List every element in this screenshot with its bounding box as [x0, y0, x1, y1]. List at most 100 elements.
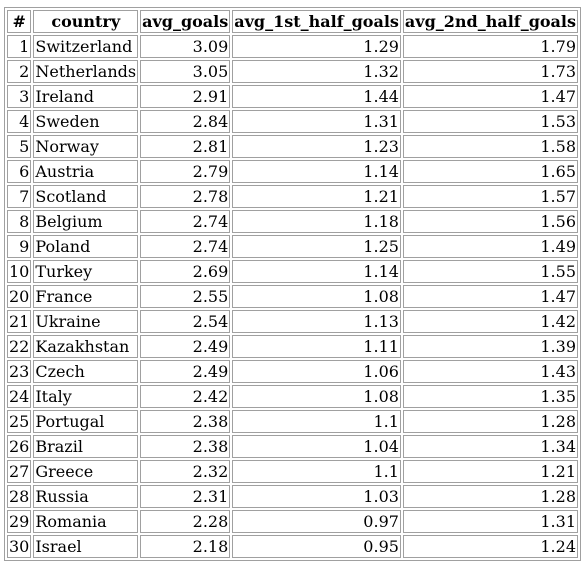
- table-row: 2 Netherlands 3.05 1.32 1.73: [7, 60, 578, 83]
- table-row: 22 Kazakhstan 2.49 1.11 1.39: [7, 335, 578, 358]
- cell-country: Israel: [33, 535, 139, 558]
- cell-avg-2nd-half-goals: 1.56: [402, 210, 578, 233]
- table-row: 7 Scotland 2.78 1.21 1.57: [7, 185, 578, 208]
- cell-avg-2nd-half-goals: 1.35: [402, 385, 578, 408]
- cell-index: 28: [7, 485, 32, 508]
- header-row: # country avg_goals avg_1st_half_goals a…: [7, 10, 578, 33]
- cell-avg-1st-half-goals: 1.14: [232, 260, 401, 283]
- cell-avg-2nd-half-goals: 1.42: [402, 310, 578, 333]
- cell-avg-1st-half-goals: 1.14: [232, 160, 401, 183]
- cell-country: Scotland: [33, 185, 139, 208]
- cell-avg-goals: 2.81: [140, 135, 231, 158]
- cell-avg-2nd-half-goals: 1.79: [402, 35, 578, 58]
- cell-country: Brazil: [33, 435, 139, 458]
- cell-index: 4: [7, 110, 32, 133]
- table-row: 10 Turkey 2.69 1.14 1.55: [7, 260, 578, 283]
- cell-avg-2nd-half-goals: 1.43: [402, 360, 578, 383]
- cell-index: 9: [7, 235, 32, 258]
- cell-avg-2nd-half-goals: 1.24: [402, 535, 578, 558]
- cell-index: 2: [7, 60, 32, 83]
- cell-avg-1st-half-goals: 0.97: [232, 510, 401, 533]
- cell-avg-goals: 2.28: [140, 510, 231, 533]
- table-row: 3 Ireland 2.91 1.44 1.47: [7, 85, 578, 108]
- cell-avg-2nd-half-goals: 1.49: [402, 235, 578, 258]
- cell-country: Switzerland: [33, 35, 139, 58]
- cell-avg-1st-half-goals: 1.11: [232, 335, 401, 358]
- cell-country: Sweden: [33, 110, 139, 133]
- cell-index: 24: [7, 385, 32, 408]
- column-header-avg-2nd-half-goals: avg_2nd_half_goals: [402, 10, 578, 33]
- cell-avg-goals: 3.09: [140, 35, 231, 58]
- cell-index: 20: [7, 285, 32, 308]
- cell-avg-goals: 3.05: [140, 60, 231, 83]
- cell-avg-1st-half-goals: 1.06: [232, 360, 401, 383]
- cell-index: 23: [7, 360, 32, 383]
- table-row: 27 Greece 2.32 1.1 1.21: [7, 460, 578, 483]
- cell-country: Russia: [33, 485, 139, 508]
- table-row: 6 Austria 2.79 1.14 1.65: [7, 160, 578, 183]
- cell-avg-1st-half-goals: 1.32: [232, 60, 401, 83]
- table-row: 25 Portugal 2.38 1.1 1.28: [7, 410, 578, 433]
- cell-avg-goals: 2.18: [140, 535, 231, 558]
- table-row: 9 Poland 2.74 1.25 1.49: [7, 235, 578, 258]
- data-table: # country avg_goals avg_1st_half_goals a…: [4, 7, 581, 561]
- cell-index: 1: [7, 35, 32, 58]
- table-row: 30 Israel 2.18 0.95 1.24: [7, 535, 578, 558]
- table-row: 5 Norway 2.81 1.23 1.58: [7, 135, 578, 158]
- cell-avg-2nd-half-goals: 1.28: [402, 485, 578, 508]
- cell-avg-1st-half-goals: 1.21: [232, 185, 401, 208]
- cell-index: 27: [7, 460, 32, 483]
- cell-avg-goals: 2.74: [140, 235, 231, 258]
- cell-avg-1st-half-goals: 1.04: [232, 435, 401, 458]
- cell-avg-2nd-half-goals: 1.73: [402, 60, 578, 83]
- cell-avg-goals: 2.49: [140, 335, 231, 358]
- cell-avg-goals: 2.31: [140, 485, 231, 508]
- table-row: 29 Romania 2.28 0.97 1.31: [7, 510, 578, 533]
- cell-avg-2nd-half-goals: 1.21: [402, 460, 578, 483]
- cell-avg-1st-half-goals: 1.25: [232, 235, 401, 258]
- cell-country: Austria: [33, 160, 139, 183]
- cell-avg-1st-half-goals: 0.95: [232, 535, 401, 558]
- cell-index: 30: [7, 535, 32, 558]
- cell-country: France: [33, 285, 139, 308]
- cell-avg-goals: 2.69: [140, 260, 231, 283]
- table-row: 4 Sweden 2.84 1.31 1.53: [7, 110, 578, 133]
- cell-country: Kazakhstan: [33, 335, 139, 358]
- cell-avg-2nd-half-goals: 1.34: [402, 435, 578, 458]
- cell-country: Netherlands: [33, 60, 139, 83]
- column-header-index: #: [7, 10, 32, 33]
- table-row: 20 France 2.55 1.08 1.47: [7, 285, 578, 308]
- cell-avg-goals: 2.55: [140, 285, 231, 308]
- cell-index: 5: [7, 135, 32, 158]
- cell-avg-goals: 2.79: [140, 160, 231, 183]
- cell-index: 6: [7, 160, 32, 183]
- cell-index: 29: [7, 510, 32, 533]
- cell-avg-1st-half-goals: 1.44: [232, 85, 401, 108]
- cell-country: Ireland: [33, 85, 139, 108]
- cell-index: 8: [7, 210, 32, 233]
- cell-avg-1st-half-goals: 1.29: [232, 35, 401, 58]
- cell-avg-1st-half-goals: 1.1: [232, 460, 401, 483]
- cell-country: Italy: [33, 385, 139, 408]
- cell-avg-goals: 2.78: [140, 185, 231, 208]
- cell-avg-goals: 2.32: [140, 460, 231, 483]
- cell-index: 22: [7, 335, 32, 358]
- table-row: 1 Switzerland 3.09 1.29 1.79: [7, 35, 578, 58]
- cell-avg-goals: 2.84: [140, 110, 231, 133]
- table-row: 8 Belgium 2.74 1.18 1.56: [7, 210, 578, 233]
- column-header-avg-goals: avg_goals: [140, 10, 231, 33]
- cell-avg-1st-half-goals: 1.1: [232, 410, 401, 433]
- cell-avg-goals: 2.38: [140, 435, 231, 458]
- cell-avg-2nd-half-goals: 1.58: [402, 135, 578, 158]
- cell-country: Norway: [33, 135, 139, 158]
- cell-index: 25: [7, 410, 32, 433]
- cell-avg-2nd-half-goals: 1.47: [402, 285, 578, 308]
- cell-avg-2nd-half-goals: 1.47: [402, 85, 578, 108]
- cell-avg-1st-half-goals: 1.31: [232, 110, 401, 133]
- cell-country: Belgium: [33, 210, 139, 233]
- table-row: 23 Czech 2.49 1.06 1.43: [7, 360, 578, 383]
- cell-avg-1st-half-goals: 1.23: [232, 135, 401, 158]
- cell-country: Turkey: [33, 260, 139, 283]
- cell-avg-goals: 2.74: [140, 210, 231, 233]
- cell-avg-1st-half-goals: 1.08: [232, 285, 401, 308]
